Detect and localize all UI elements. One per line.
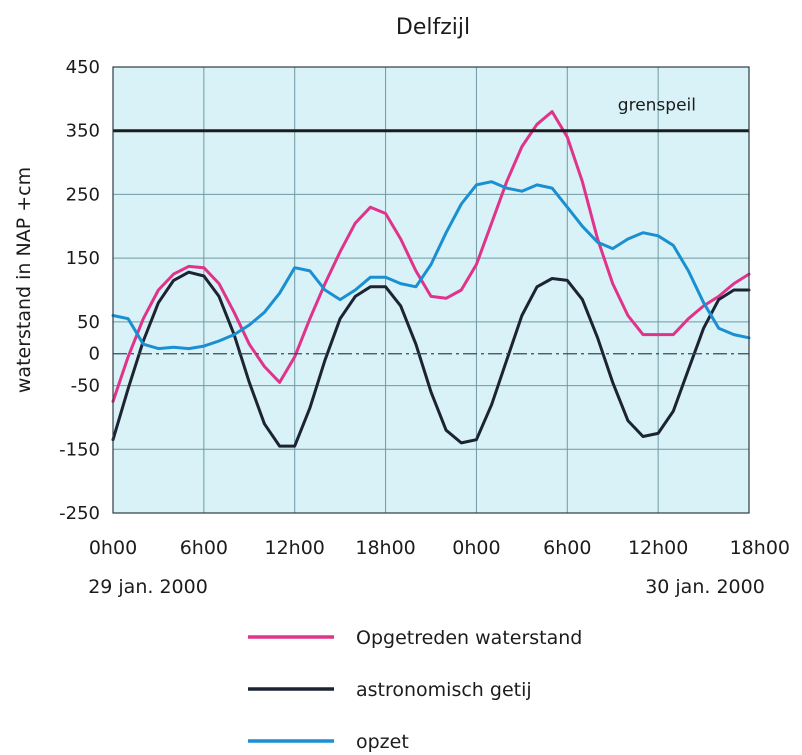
grenspeil-label: grenspeil — [618, 96, 696, 116]
x-tick-label-4: 0h00 — [452, 537, 500, 559]
x-tick-label-6: 12h00 — [628, 537, 688, 559]
legend: Opgetreden waterstand astronomisch getij o… — [248, 627, 582, 753]
date-label-right: 30 jan. 2000 — [645, 576, 765, 598]
y-tick-label-0: -250 — [59, 503, 100, 524]
y-tick-label-1: -150 — [59, 439, 100, 460]
date-label-left: 29 jan. 2000 — [88, 576, 208, 598]
y-tick-label-3: 0 — [89, 344, 100, 365]
y-tick-label-5: 150 — [66, 248, 100, 269]
y-tick-label-4: 50 — [77, 312, 100, 333]
chart-title: Delfzijl — [396, 15, 470, 40]
x-tick-labels: 0h00 6h00 12h00 18h00 0h00 6h00 12h00 18h00 — [89, 537, 790, 559]
legend-label-2: opzet — [356, 731, 409, 753]
y-tick-labels: -250 -150 -50 0 50 150 250 350 450 — [59, 57, 100, 524]
series-group — [111, 110, 751, 448]
y-tick-label-7: 350 — [66, 121, 100, 142]
legend-label-1: astronomisch getij — [356, 679, 532, 701]
series-line-2 — [111, 180, 751, 351]
plot-border — [112, 66, 750, 514]
y-axis-label: waterstand in NAP +cm — [13, 167, 35, 393]
series-line-1 — [111, 270, 751, 448]
x-tick-label-5: 6h00 — [543, 537, 591, 559]
x-tick-label-7: 18h00 — [730, 537, 790, 559]
legend-label-0: Opgetreden waterstand — [356, 627, 582, 649]
x-tick-label-2: 12h00 — [265, 537, 325, 559]
x-tick-label-1: 6h00 — [180, 537, 228, 559]
reference-lines: grenspeil — [113, 96, 749, 355]
plot-area — [113, 67, 749, 513]
y-tick-label-2: -50 — [71, 376, 100, 397]
x-tick-label-3: 18h00 — [355, 537, 415, 559]
y-tick-label-6: 250 — [66, 184, 100, 205]
x-tick-label-0: 0h00 — [89, 537, 137, 559]
plot-frame — [112, 66, 750, 514]
y-tick-label-8: 450 — [66, 57, 100, 78]
plot-background — [113, 67, 749, 513]
series-line-0 — [111, 110, 751, 403]
